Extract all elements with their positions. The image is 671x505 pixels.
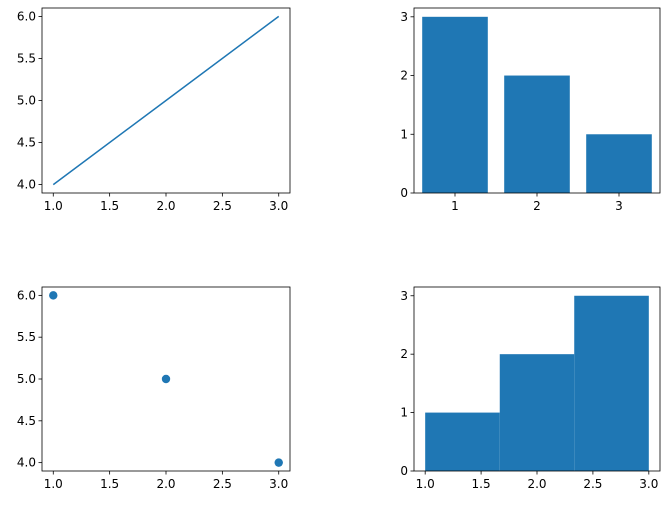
y-tick-label: 1 [400, 406, 408, 420]
x-tick-label: 3.0 [639, 477, 658, 491]
x-tick-label: 1.5 [472, 477, 491, 491]
y-tick-label: 5.0 [17, 94, 36, 108]
point [161, 374, 171, 384]
point [274, 458, 283, 467]
y-tick-label: 4.0 [17, 456, 36, 470]
bar [586, 134, 652, 193]
hist-bar [574, 295, 649, 471]
y-tick-label: 6.0 [17, 9, 36, 23]
y-tick-label: 3 [400, 289, 408, 303]
x-tick-label: 2 [533, 199, 541, 213]
bar [504, 75, 570, 193]
y-tick-label: 2 [400, 69, 408, 83]
y-tick-label: 2 [400, 347, 408, 361]
bar [422, 16, 488, 193]
y-tick-label: 1 [400, 127, 408, 141]
y-tick-label: 4.5 [17, 136, 36, 150]
line [52, 15, 280, 186]
x-tick-label: 1.0 [44, 477, 63, 491]
x-tick-label: 2.0 [156, 199, 175, 213]
y-tick-label: 3 [400, 10, 408, 24]
y-tick-label: 5.5 [17, 51, 36, 65]
x-tick-label: 1.0 [44, 199, 63, 213]
x-tick-label: 2.0 [156, 477, 175, 491]
x-tick-label: 1.0 [416, 477, 435, 491]
x-tick-label: 3 [615, 199, 623, 213]
y-tick-label: 5.5 [17, 330, 36, 344]
x-tick-label: 2.5 [213, 477, 232, 491]
x-tick-label: 2.5 [583, 477, 602, 491]
point [49, 291, 58, 300]
y-tick-label: 6.0 [17, 288, 36, 302]
y-tick-label: 5.0 [17, 372, 36, 386]
x-tick-label: 3.0 [269, 199, 288, 213]
y-tick-label: 4.5 [17, 414, 36, 428]
x-tick-label: 3.0 [269, 477, 288, 491]
x-tick-label: 2.0 [527, 477, 546, 491]
hist-bar [499, 354, 575, 471]
x-tick-label: 1.5 [100, 477, 119, 491]
x-tick-label: 1.5 [100, 199, 119, 213]
hist-bar [425, 412, 500, 471]
x-tick-label: 1 [451, 199, 459, 213]
x-tick-label: 2.5 [213, 199, 232, 213]
y-tick-label: 4.0 [17, 178, 36, 192]
y-tick-label: 0 [400, 464, 408, 478]
y-tick-label: 0 [400, 186, 408, 200]
